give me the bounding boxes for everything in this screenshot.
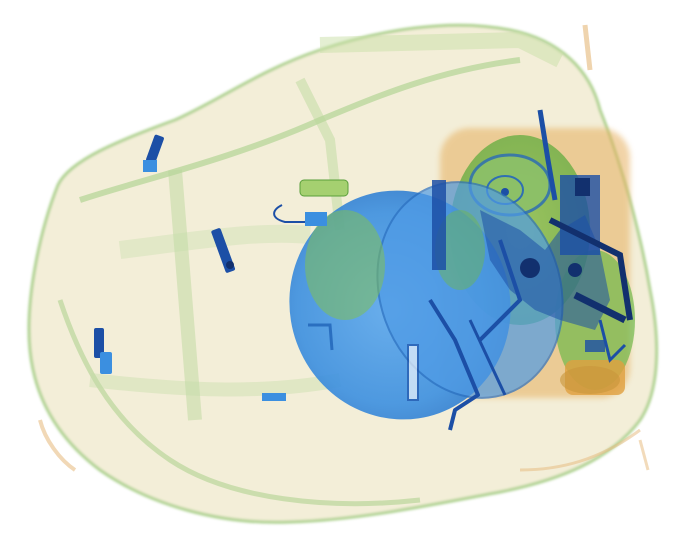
- key-tag: [273, 179, 349, 226]
- clip-icon: [211, 228, 236, 273]
- clip-icon: [143, 134, 164, 172]
- strap-buckle: [262, 393, 286, 401]
- dense-cluster: [478, 109, 633, 363]
- clip-icon: [94, 328, 112, 374]
